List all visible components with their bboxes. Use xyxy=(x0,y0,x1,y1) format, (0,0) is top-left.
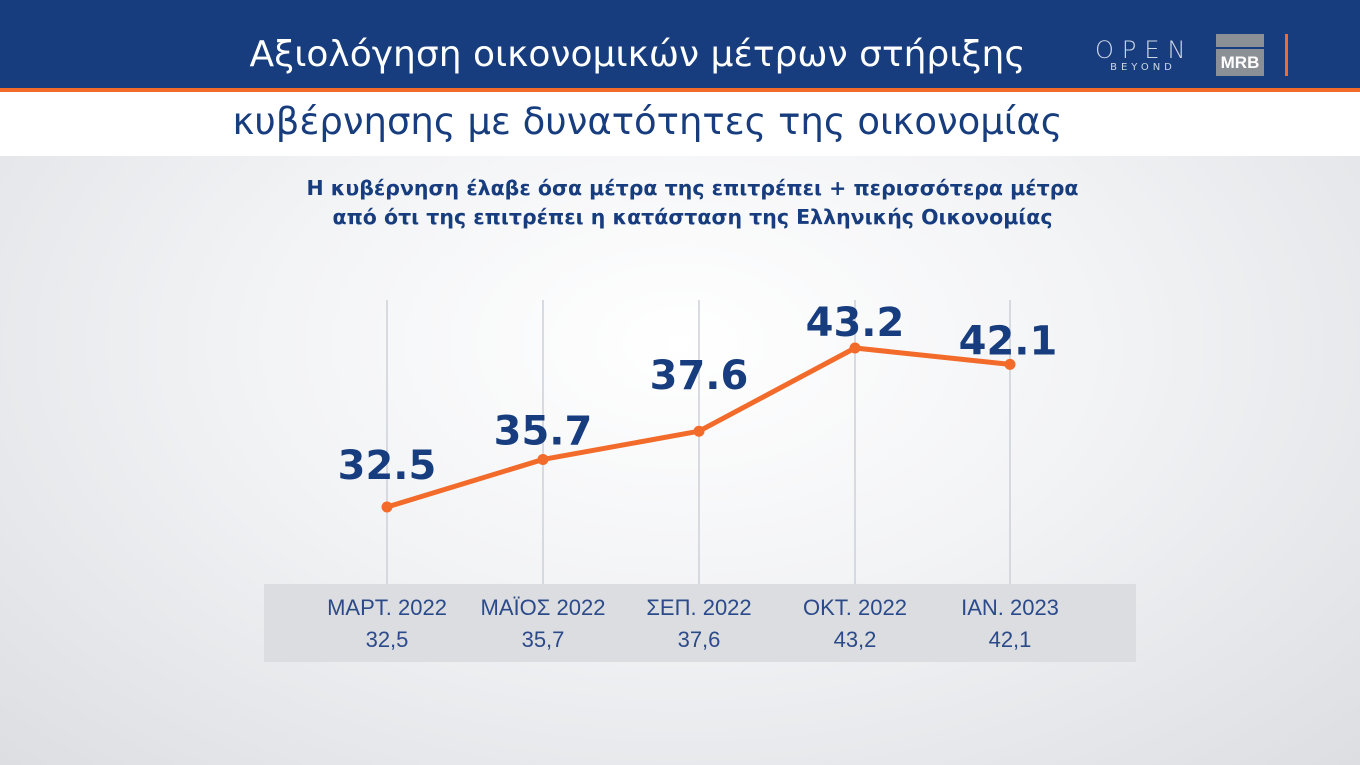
table-column: ΜΑΡΤ. 2022 32,5 xyxy=(307,592,467,656)
chart-title-line1: Η κυβέρνηση έλαβε όσα μέτρα της επιτρέπε… xyxy=(306,176,1079,200)
data-label: 42.1 xyxy=(959,318,1058,364)
table-column: ΙΑΝ. 2023 42,1 xyxy=(930,592,1090,656)
category-label: ΟΚΤ. 2022 xyxy=(803,595,907,620)
table-value: 42,1 xyxy=(988,627,1032,652)
data-point xyxy=(537,453,549,465)
data-point xyxy=(693,425,705,437)
header-bar xyxy=(0,0,1360,88)
logo-divider xyxy=(1285,34,1288,76)
open-logo-sub: BEYOND xyxy=(1110,62,1176,73)
open-logo: OPEN BEYOND xyxy=(1095,38,1191,74)
page-title-line2: κυβέρνησης με δυνατότητες της οικονομίας xyxy=(232,100,1063,143)
table-value: 37,6 xyxy=(677,627,721,652)
data-point xyxy=(1004,358,1016,370)
data-point xyxy=(381,501,393,513)
data-label: 37.6 xyxy=(650,353,749,399)
page-title: Αξιολόγηση οικονομικών μέτρων στήριξης xyxy=(249,34,1026,75)
data-label: 32.5 xyxy=(338,443,437,489)
table-value: 32,5 xyxy=(365,627,409,652)
category-label: ΣΕΠ. 2022 xyxy=(646,595,752,620)
mrb-logo: MRB xyxy=(1216,34,1264,76)
category-label: ΜΑΪΟΣ 2022 xyxy=(480,595,606,620)
data-label: 35.7 xyxy=(494,408,593,454)
table-value: 43,2 xyxy=(833,627,877,652)
open-logo-text: OPEN xyxy=(1095,36,1194,64)
header-divider xyxy=(0,88,1360,92)
table-value: 35,7 xyxy=(521,627,565,652)
category-label: ΜΑΡΤ. 2022 xyxy=(327,595,447,620)
table-column: ΣΕΠ. 2022 37,6 xyxy=(619,592,779,656)
table-column: ΟΚΤ. 2022 43,2 xyxy=(775,592,935,656)
table-column: ΜΑΪΟΣ 2022 35,7 xyxy=(463,592,623,656)
chart-title-line2: από ότι της επιτρέπει η κατάσταση της Ελ… xyxy=(332,205,1053,229)
mrb-logo-text: MRB xyxy=(1216,49,1264,76)
chart-title: Η κυβέρνηση έλαβε όσα μέτρα της επιτρέπε… xyxy=(0,174,1360,232)
data-label: 43.2 xyxy=(806,300,905,346)
category-label: ΙΑΝ. 2023 xyxy=(961,595,1059,620)
subtitle-bar xyxy=(0,92,1360,156)
data-point xyxy=(849,342,861,354)
data-table: ΜΑΡΤ. 2022 32,5 ΜΑΪΟΣ 2022 35,7 ΣΕΠ. 2022 37,… xyxy=(264,584,1136,662)
